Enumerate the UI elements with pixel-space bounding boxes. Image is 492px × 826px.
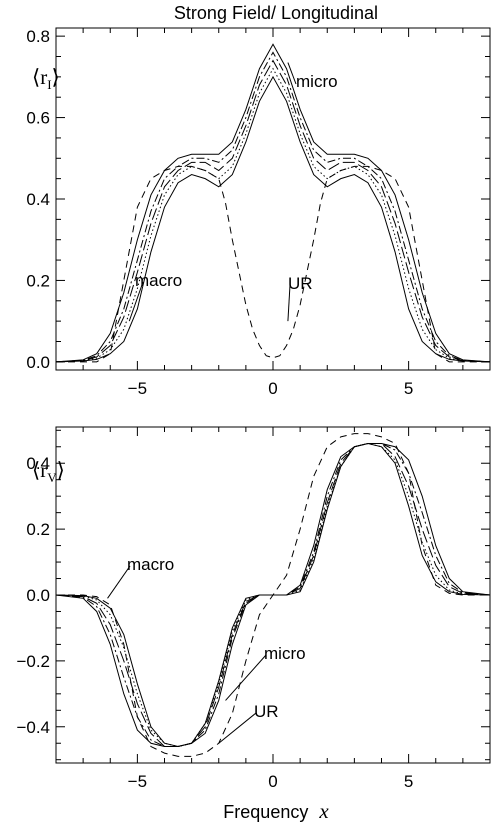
annotation-macro: macro [135,271,182,290]
y-tick-label: 0.8 [26,27,50,46]
annotation-leader-macro [107,565,131,599]
x-tick-label: 0 [268,379,277,398]
y-tick-label: 0.4 [26,190,50,209]
x-tick-label: 0 [268,772,277,791]
annotation-micro: micro [264,644,306,663]
panel-label-close: ⟩ [52,65,60,89]
series-line-6 [56,165,490,363]
annotation-leader-UR [287,284,291,322]
annotation-leader-micro [287,62,297,85]
x-tick-label: 5 [404,772,413,791]
annotation-macro: macro [127,555,174,574]
x-axis-label-variable: x [318,799,329,823]
panel-label: ⟨rI⟩ [32,65,60,92]
y-tick-label: −0.2 [16,652,50,671]
series-line-1 [55,43,491,363]
y-tick-label: 0.6 [26,109,50,128]
series-line-6 [56,433,490,757]
series-line-4 [55,442,491,748]
annotation-UR: UR [254,702,279,721]
annotation-UR: UR [288,274,313,293]
panel-label-subscript: I [47,77,51,92]
series-line-4 [55,59,491,363]
y-tick-label: 0.0 [26,586,50,605]
panel-2: −5 0 5 −0.4 −0.2 0.0 0.2 0.4⟨rV⟩ macro micro UR [16,426,491,791]
series-line-2 [55,75,491,363]
y-tick-label: −0.4 [16,718,50,737]
panel-label-close: ⟩ [57,458,65,482]
chart-title: Strong Field/ Longitudinal [174,3,378,23]
annotation-leader-UR [218,712,257,744]
y-tick-label: 0.4 [26,454,50,473]
panel-label-main: ⟨r [32,65,47,89]
panel-label-main: ⟨r [32,458,47,482]
x-axis-label-text: Frequency [223,802,308,822]
series-line-3 [55,51,491,363]
plot-frame [55,27,491,371]
panel-label-subscript: V [47,470,57,485]
x-tick-label: −5 [128,379,147,398]
series-line-5 [55,67,491,363]
annotation-leader-macro [128,281,144,322]
panel-label: ⟨rV⟩ [32,458,65,485]
panel-1: −5 0 5 0.0 0.2 0.4 0.6 0.8 ⟨rI⟩ micro macro UR [26,27,491,398]
x-tick-label: 5 [404,379,413,398]
annotation-micro: micro [296,72,338,91]
annotation-leader-micro [225,654,267,701]
y-tick-label: 0.2 [26,520,50,539]
y-tick-label: 0.2 [26,271,50,290]
x-tick-label: −5 [128,772,147,791]
x-axis-label: Frequency x [223,799,329,823]
y-tick-label: 0.0 [26,353,50,372]
